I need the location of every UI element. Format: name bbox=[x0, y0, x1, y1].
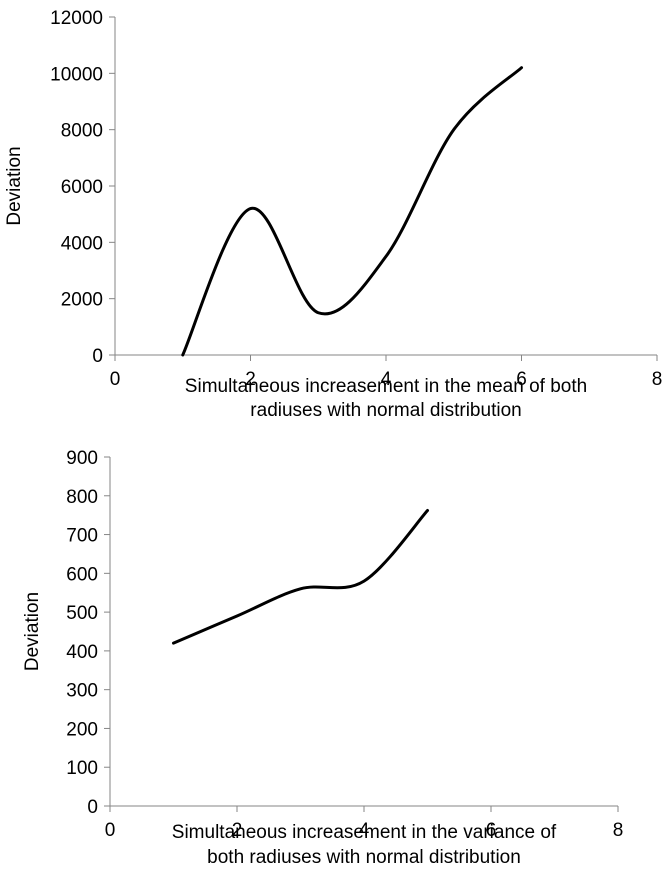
y-tick-label: 12000 bbox=[50, 8, 103, 29]
x-tick-label: 0 bbox=[110, 369, 121, 390]
y-tick-label: 500 bbox=[66, 603, 98, 624]
x-tick-label: 8 bbox=[613, 820, 624, 841]
y-tick-label: 100 bbox=[66, 758, 98, 779]
y-tick-label: 200 bbox=[66, 719, 98, 740]
x-axis-label: both radiuses with normal distribution bbox=[207, 847, 521, 868]
x-tick-label: 8 bbox=[652, 369, 663, 390]
y-tick-label: 900 bbox=[66, 448, 98, 469]
y-axis-label: Deviation bbox=[22, 592, 43, 671]
mean-chart: 0 2000 4000 6000 8000 10000 12000 0 2 4 6 8 Simultan… bbox=[4, 8, 662, 421]
x-tick-label: 6 bbox=[486, 820, 497, 841]
x-tick-label: 4 bbox=[359, 820, 370, 841]
y-tick-label: 700 bbox=[66, 526, 98, 547]
y-tick-label: 2000 bbox=[61, 290, 103, 311]
variance-chart: 0 100 200 300 400 500 600 700 800 900 0 2 4 6 8 Simulta… bbox=[22, 448, 623, 868]
y-tick-label: 4000 bbox=[61, 233, 103, 254]
y-tick-label: 300 bbox=[66, 681, 98, 702]
x-axis-label: radiuses with normal distribution bbox=[250, 400, 521, 421]
x-axis-label: Simultaneous increasement in the mean of… bbox=[185, 376, 587, 397]
y-tick-label: 0 bbox=[87, 797, 98, 818]
y-tick-label: 800 bbox=[66, 487, 98, 508]
y-tick-label: 10000 bbox=[50, 64, 103, 85]
y-axis-label: Deviation bbox=[4, 146, 25, 225]
series-line bbox=[172, 509, 429, 645]
x-tick-label: 4 bbox=[381, 369, 392, 390]
series-line bbox=[181, 66, 523, 357]
y-tick-label: 600 bbox=[66, 564, 98, 585]
x-tick-label: 2 bbox=[245, 369, 256, 390]
x-tick-label: 6 bbox=[516, 369, 527, 390]
x-axis-label: Simultaneous increasement in the varianc… bbox=[172, 822, 557, 843]
x-tick-label: 0 bbox=[105, 820, 116, 841]
y-tick-label: 6000 bbox=[61, 177, 103, 198]
y-tick-label: 0 bbox=[92, 346, 103, 367]
y-tick-label: 400 bbox=[66, 642, 98, 663]
y-tick-label: 8000 bbox=[61, 121, 103, 142]
x-tick-label: 2 bbox=[232, 820, 243, 841]
